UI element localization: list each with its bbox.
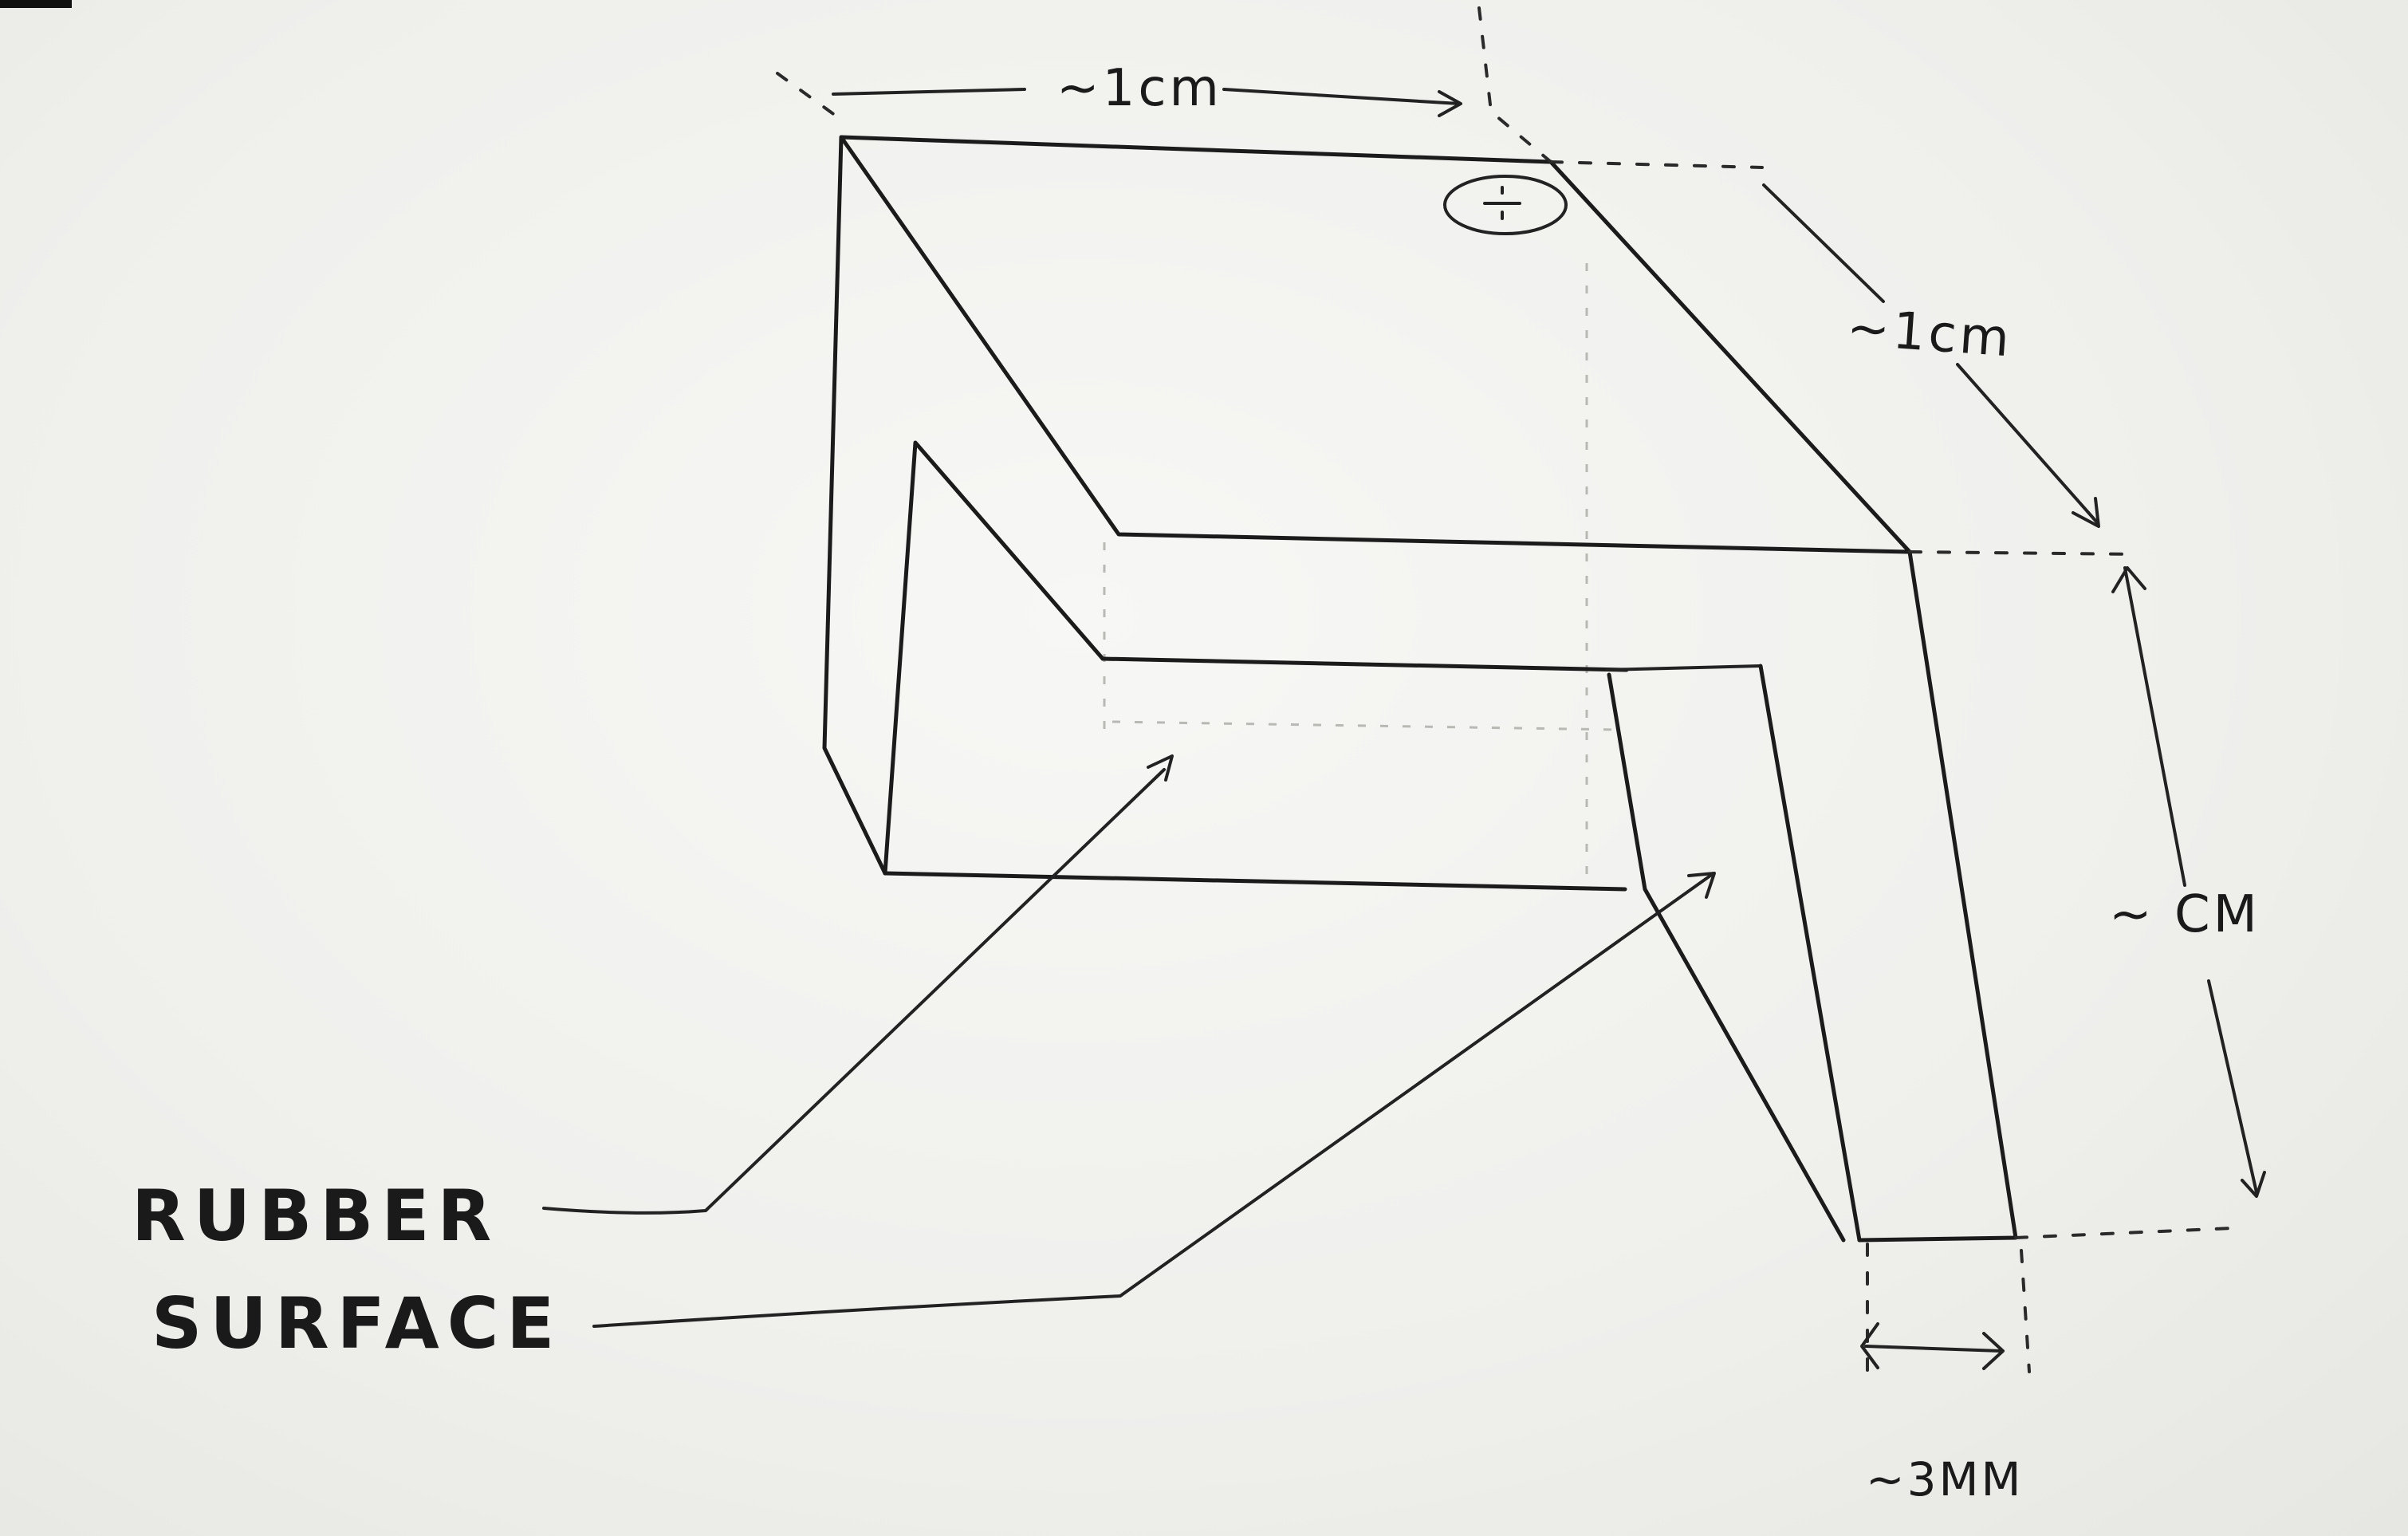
- leg-inner-back: [1758, 664, 1862, 1243]
- faint-construction-lines: [1103, 263, 1619, 877]
- depth-label: ~1cm: [1845, 298, 2015, 368]
- leg-inner-front: [1607, 672, 1846, 1243]
- width-label: ~1cm: [1056, 59, 1222, 118]
- depth-dimension-arrow: [1762, 183, 2100, 528]
- thickness-label: ~3MM: [1866, 1452, 2024, 1506]
- leg-outer-edge: [1857, 549, 2018, 1243]
- dimension-guides: [776, 6, 2234, 1373]
- left-side-edge: [822, 135, 887, 876]
- front-lower-edge: [883, 871, 1627, 892]
- width-dimension-arrow: [832, 88, 1462, 117]
- rubber-label: RUBBER: [132, 1175, 499, 1257]
- left-cutout-edge: [883, 440, 1105, 876]
- top-face-outline: [839, 135, 1912, 554]
- height-dimension-arrow: [2111, 566, 2266, 1198]
- inner-shelf-short: [1605, 664, 1762, 672]
- inner-shelf-edge: [1100, 656, 1629, 672]
- height-label: ~ CM: [2109, 885, 2260, 944]
- surface-label: SURFACE: [151, 1282, 562, 1365]
- screw-hole-icon: [1443, 175, 1568, 235]
- rubber-leader-lines: [542, 754, 1716, 1328]
- scan-edge-mark: [0, 0, 72, 8]
- thickness-dimension-arrow: [1860, 1322, 2005, 1370]
